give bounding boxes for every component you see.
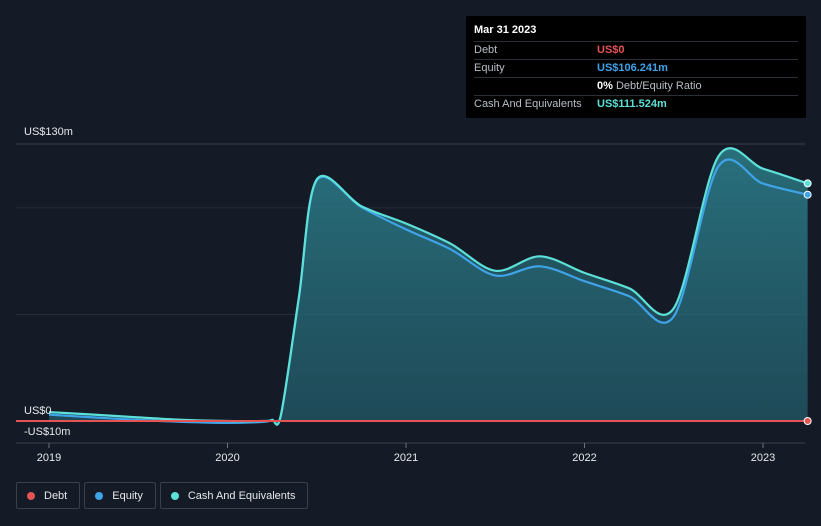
y-axis-labels: US$130m US$0 -US$10m [24, 126, 73, 438]
tooltip-label: Cash And Equivalents [474, 98, 582, 110]
legend-debt[interactable]: Debt [16, 482, 81, 509]
ratio-caption: Debt/Equity Ratio [615, 80, 702, 92]
x-tick-label: 2023 [751, 452, 775, 464]
legend-label: Equity [112, 489, 143, 502]
series-areas [49, 148, 808, 425]
y-axis-label: -US$10m [24, 426, 70, 438]
legend: Debt Equity Cash And Equivalents [16, 482, 309, 509]
y-axis-label: US$0 [24, 405, 52, 417]
x-tick-label: 2019 [37, 452, 61, 464]
legend-cash[interactable]: Cash And Equivalents [159, 482, 309, 509]
tooltip-row-ratio: 0% Debt/Equity Ratio [474, 77, 798, 95]
x-tick-label: 2021 [394, 452, 418, 464]
equity-area [49, 159, 808, 425]
tooltip-value: US$106.241m [597, 62, 668, 74]
legend-equity[interactable]: Equity [84, 482, 156, 509]
cash-area [49, 148, 808, 425]
equity-end-marker [803, 190, 812, 199]
tooltip-row-cash: Cash And Equivalents US$111.524m [474, 95, 798, 113]
tooltip-panel: Mar 31 2023 Debt US$0 Equity US$106.241m… [466, 16, 806, 118]
tooltip-row-equity: Equity US$106.241m [474, 59, 798, 77]
x-tick-label: 2020 [215, 452, 239, 464]
ratio-value: 0% [597, 80, 613, 92]
debt-dot-icon [27, 491, 35, 500]
y-axis-label: US$130m [24, 126, 73, 138]
legend-label: Cash And Equivalents [187, 489, 296, 502]
tooltip-value: US$111.524m [597, 98, 667, 110]
x-axis: 2019 2020 2021 2022 2023 [37, 443, 775, 464]
equity-dot-icon [95, 491, 104, 500]
tooltip-label [474, 78, 597, 95]
tooltip-value: US$0 [597, 44, 625, 56]
cash-end-marker [803, 179, 812, 188]
end-markers [803, 179, 812, 425]
tooltip-label: Equity [474, 62, 505, 74]
x-tick-label: 2022 [572, 452, 596, 464]
legend-label: Debt [44, 489, 68, 502]
series-lines [16, 147, 808, 426]
debt-end-marker [803, 417, 812, 425]
tooltip-date: Mar 31 2023 [474, 24, 537, 36]
tooltip-label: Debt [474, 44, 498, 56]
tooltip-value: 0% Debt/Equity Ratio [597, 78, 702, 95]
tooltip-row-debt: Debt US$0 [474, 41, 798, 59]
cash-dot-icon [170, 491, 179, 500]
